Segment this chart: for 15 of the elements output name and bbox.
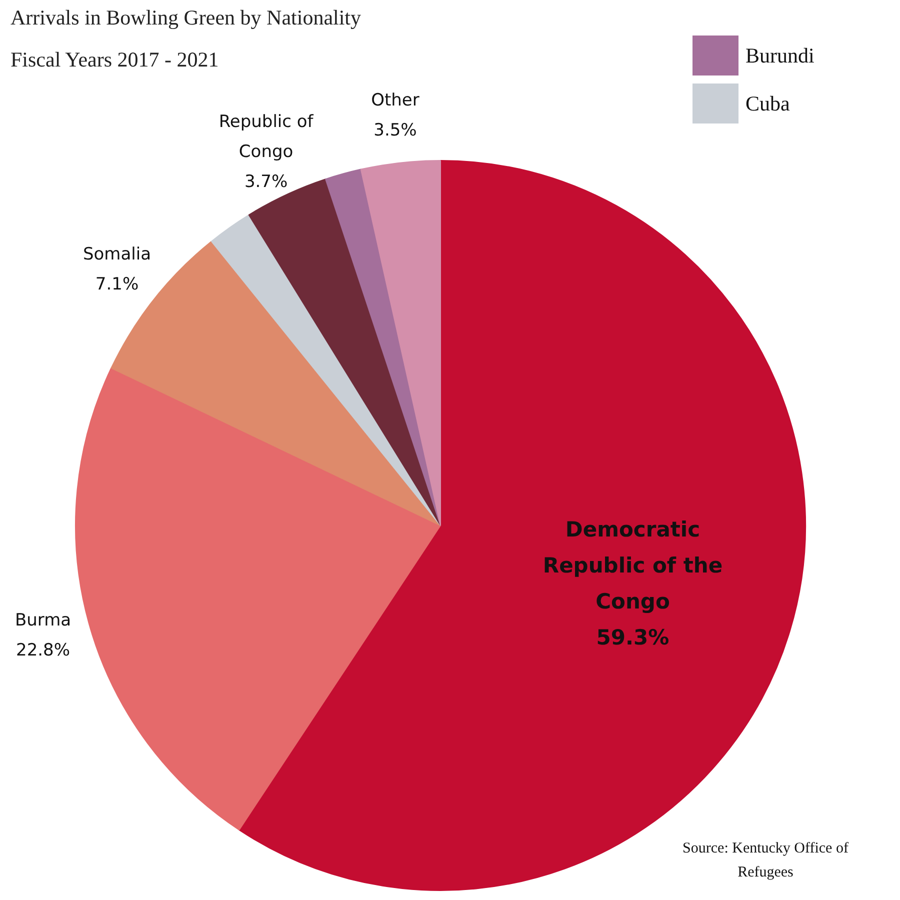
- chart-title: Arrivals in Bowling Green by Nationality: [10, 6, 362, 30]
- legend-label: Cuba: [746, 92, 791, 116]
- slice-label: Democratic Republic of the Congo: [542, 517, 723, 614]
- data-label: 3.7%: [244, 172, 288, 192]
- slice-label: Other: [371, 90, 420, 111]
- slice-label: Burma: [14, 610, 72, 631]
- data-label: 3.5%: [374, 120, 417, 141]
- slice-label: Republic of Congo: [218, 112, 314, 162]
- data-label: 22.8%: [16, 640, 70, 661]
- data-label: 7.1%: [95, 274, 139, 295]
- data-label: 59.3%: [596, 625, 670, 650]
- legend-label: Burundi: [746, 44, 814, 68]
- source-note: Source: Kentucky Office of Refugees: [682, 840, 848, 880]
- slice-label: Somalia: [82, 244, 152, 265]
- text: Fiscal Years 2017 - 2021: [10, 48, 219, 72]
